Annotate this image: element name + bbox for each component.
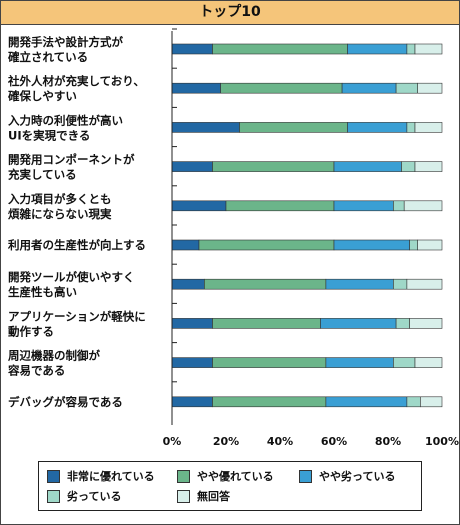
bar-segment (414, 122, 443, 133)
bar-segment (333, 161, 402, 172)
x-tick-label: 100% (425, 435, 459, 448)
bar-segment (406, 122, 416, 133)
bar-segment (171, 396, 213, 408)
legend-swatch (177, 470, 190, 483)
category-label: 開発用コンポーネントが充実している (8, 153, 135, 182)
x-axis: 0% 20% 40% 60% 80% 100% (163, 28, 459, 448)
bar-segment (204, 278, 327, 290)
bar-segment (171, 200, 227, 212)
bar-segment (171, 122, 240, 133)
bar-segment (325, 357, 394, 368)
legend-label: 非常に優れている (67, 470, 155, 483)
bar-segment (395, 82, 419, 94)
category-label: 周辺機器の制御が容易である (7, 349, 100, 378)
bar-segment (406, 396, 421, 408)
bar-segment (417, 82, 443, 94)
chart-title: トップ10 (1, 1, 459, 25)
category-label: 入力時の利便性が高い UIを実現できる (8, 113, 123, 142)
bar-segment (320, 318, 397, 329)
stacked-bar-chart: 開発手法や設計方式が確立されている社外人材が充実しており、確保しやすい入力時の利… (7, 28, 459, 448)
bar-segment (393, 357, 416, 368)
bar-segment (171, 161, 213, 172)
category-label: デバッグが容易である (8, 395, 123, 409)
x-tick-label: 80% (375, 435, 401, 448)
legend-label: やや劣っている (319, 470, 396, 483)
bar-segment (395, 318, 410, 329)
bar-segment (409, 318, 443, 329)
legend-swatch (47, 470, 60, 483)
bar-segment (341, 82, 397, 94)
legend-label: 無回答 (197, 490, 230, 503)
bar-segment (212, 357, 327, 368)
bar-segment (325, 278, 394, 290)
bar-segment (333, 239, 410, 251)
category-label: 開発ツールが使いやすく生産性も高い (8, 270, 135, 299)
category-label: 開発手法や設計方式が確立されている (8, 35, 123, 64)
bar-segment (414, 161, 443, 172)
category-label: 利用者の生産性が向上する (7, 238, 146, 252)
bar-segment (225, 200, 335, 212)
legend: 非常に優れている やや優れている やや劣っている劣っている 無回答 (38, 461, 422, 511)
bar-segment (212, 43, 348, 55)
bar-segment (333, 200, 394, 212)
bar-segment (171, 318, 213, 329)
bar-segment (239, 122, 348, 133)
bar-segment (212, 318, 321, 329)
bar-segment (212, 161, 335, 172)
x-tick-label: 40% (267, 435, 293, 448)
bar-segment (414, 43, 443, 55)
legend-label: やや優れている (197, 470, 274, 483)
bar-segment (393, 278, 408, 290)
legend-swatch (47, 490, 60, 503)
x-tick-label: 0% (163, 435, 182, 448)
legend-label: 劣っている (67, 490, 122, 503)
category-labels: 開発手法や設計方式が確立されている社外人材が充実しており、確保しやすい入力時の利… (7, 35, 146, 409)
x-tick-label: 60% (321, 435, 347, 448)
bar-segment (212, 396, 327, 408)
legend-swatch (299, 470, 312, 483)
bar-segment (220, 82, 343, 94)
bar-segment (417, 239, 443, 251)
bar-segment (406, 43, 416, 55)
x-tick-label: 20% (213, 435, 239, 448)
bar-segment (171, 278, 205, 290)
bar-segment (406, 278, 443, 290)
bar-segment (171, 357, 213, 368)
bar-segment (403, 200, 443, 212)
bar-segment (171, 82, 221, 94)
bar-segment (198, 239, 335, 251)
bar-segment (409, 239, 419, 251)
category-label: 社外人材が充実しており、確保しやすい (7, 74, 145, 103)
bar-segment (420, 396, 443, 408)
bar-segment (171, 239, 200, 251)
bar-segment (347, 122, 408, 133)
category-label: アプリケーションが軽快に動作する (8, 309, 146, 338)
bar-segment (171, 43, 213, 55)
bar-segment (401, 161, 416, 172)
bar-marks (171, 43, 443, 408)
bar-segment (414, 357, 443, 368)
bar-segment (393, 200, 405, 212)
bar-segment (347, 43, 408, 55)
bar-segment (325, 396, 408, 408)
legend-swatch (177, 490, 190, 503)
category-label: 入力項目が多くとも煩雑にならない現実 (8, 192, 112, 221)
